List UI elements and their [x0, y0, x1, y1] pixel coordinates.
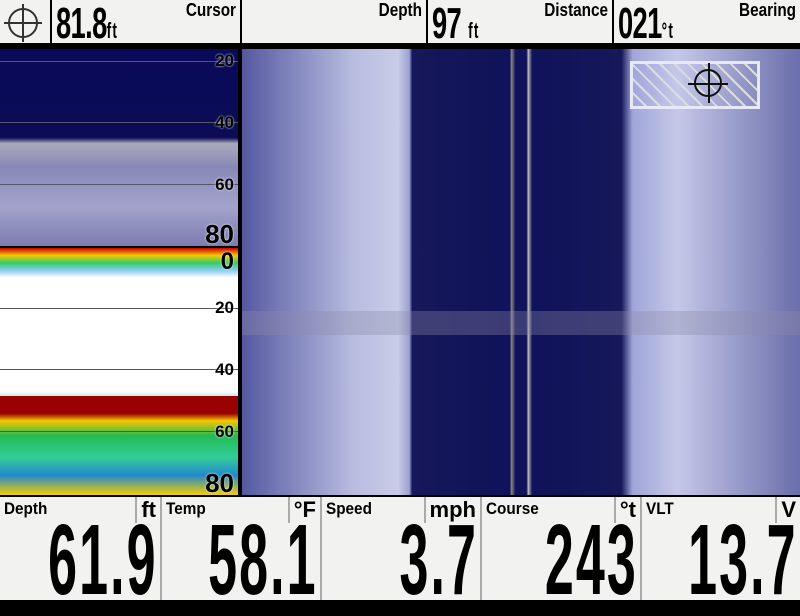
bearing-readout: 021°t Bearing	[612, 0, 800, 46]
depth-label-60: 60	[215, 175, 234, 194]
speed-box: Speed mph 3.7	[320, 497, 480, 610]
distance-unit: ft	[468, 18, 480, 43]
cursor-mode-button[interactable]	[0, 0, 50, 46]
depth-label-60: 60	[215, 422, 234, 441]
depth-box-unit: ft	[135, 497, 156, 523]
cursor-label: Cursor	[185, 0, 236, 20]
crosshair-icon	[4, 4, 42, 42]
course-box-unit: °t	[613, 497, 636, 523]
depth-box-label: Depth	[4, 499, 48, 518]
temp-box-label: Temp	[166, 499, 206, 518]
course-box: Course °t 243	[480, 497, 640, 610]
temp-box-value: 58.1	[208, 504, 318, 616]
bottom-data-bar: Depth ft 61.9 Temp °F 58.1 Speed mph 3.7…	[0, 497, 800, 610]
voltage-box-label: VLT	[646, 499, 674, 518]
distance-label: Distance	[544, 0, 608, 20]
bearing-label: Bearing	[739, 0, 796, 20]
depth-box-value: 61.9	[48, 504, 158, 616]
depth-label-20: 20	[215, 51, 234, 70]
depth-label-20: 20	[215, 298, 234, 317]
temp-box-unit: °F	[287, 497, 316, 523]
voltage-box: VLT V 13.7	[640, 497, 800, 610]
speed-box-value: 3.7	[399, 504, 478, 616]
speed-box-label: Speed	[326, 499, 372, 518]
depth-label-40: 40	[215, 113, 234, 132]
temp-box: Temp °F 58.1	[160, 497, 320, 610]
depth-label-40: 40	[215, 360, 234, 379]
depth-label-80: 80	[205, 468, 234, 498]
cursor-readout: 81.8ft Cursor	[50, 0, 240, 46]
depth-label-80: 80	[205, 219, 234, 249]
distance-value: 97	[432, 0, 462, 48]
voltage-box-value: 13.7	[688, 504, 798, 616]
course-box-value: 243	[544, 504, 638, 616]
cursor-crosshair-icon[interactable]	[688, 63, 728, 103]
course-box-label: Course	[486, 499, 539, 518]
depth-box: Depth ft 61.9	[0, 497, 160, 610]
voltage-box-unit: V	[775, 497, 796, 523]
structure-image	[630, 61, 760, 109]
distance-readout: 97 ft Distance	[426, 0, 612, 46]
depth-label: Depth	[378, 0, 422, 20]
bearing-unit: °t	[661, 18, 675, 43]
depth-label-0: 0	[220, 248, 234, 275]
depth-band	[242, 311, 800, 335]
cursor-unit: ft	[106, 18, 119, 43]
top-status-bar: 81.8ft Cursor Depth 97 ft Distance 021°t…	[0, 0, 800, 46]
down-imaging-view[interactable]: 20 40 60 80	[0, 49, 238, 249]
bearing-value: 021	[618, 0, 662, 48]
side-imaging-view[interactable]	[242, 49, 800, 495]
cursor-value: 81.8	[56, 0, 107, 48]
depth-readout: Depth	[240, 0, 426, 46]
speed-box-unit: mph	[423, 497, 476, 523]
sonar-view[interactable]: 0 20 40 60 80	[0, 248, 238, 498]
